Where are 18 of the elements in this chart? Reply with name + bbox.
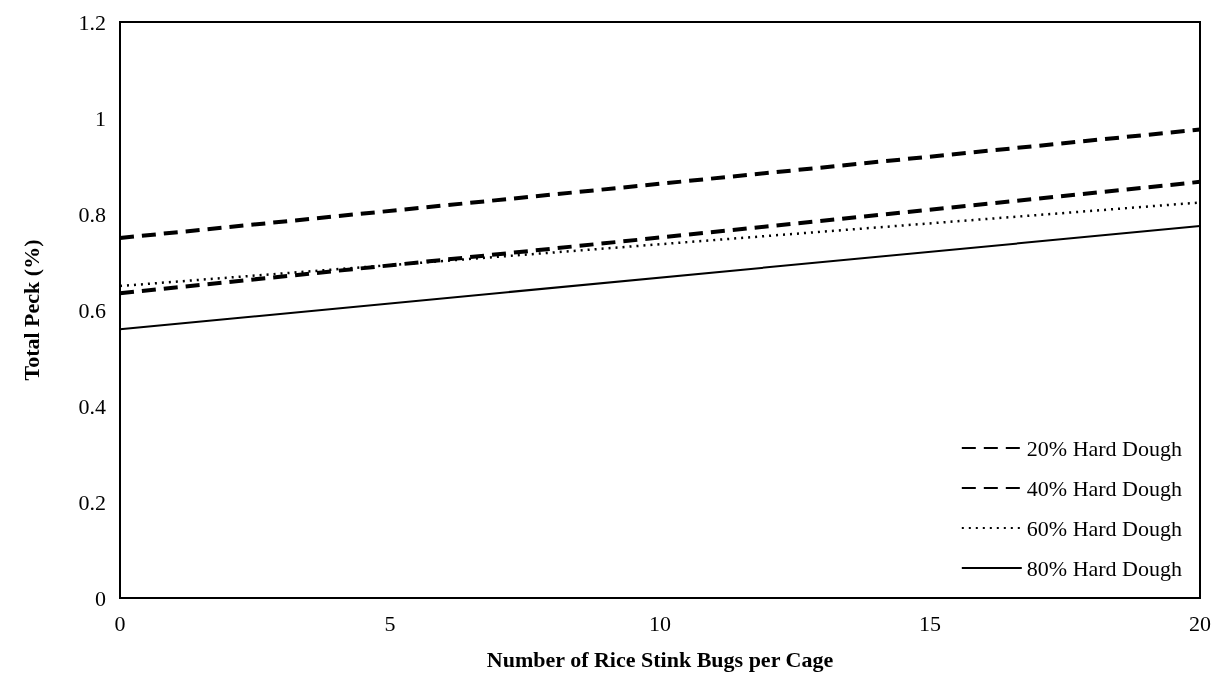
y-tick-label: 0.6 <box>78 297 106 323</box>
x-tick-label: 20 <box>1189 610 1211 636</box>
x-tick-label: 5 <box>384 610 396 636</box>
y-axis-title: Total Peck (%) <box>18 239 44 381</box>
x-axis-title: Number of Rice Stink Bugs per Cage <box>486 646 834 672</box>
legend-label: 60% Hard Dough <box>1026 515 1183 541</box>
x-tick-label: 0 <box>114 610 126 636</box>
y-tick-label: 0.4 <box>78 393 106 419</box>
y-tick-label: 0.8 <box>78 201 106 227</box>
legend-label: 20% Hard Dough <box>1026 435 1183 461</box>
y-tick-label: 1 <box>95 105 106 131</box>
legend-label: 80% Hard Dough <box>1026 555 1183 581</box>
y-tick-label: 1.2 <box>78 9 106 35</box>
y-tick-label: 0 <box>95 585 106 611</box>
legend-label: 40% Hard Dough <box>1026 475 1183 501</box>
y-tick-label: 0.2 <box>78 489 106 515</box>
x-tick-label: 15 <box>919 610 941 636</box>
x-tick-label: 10 <box>649 610 671 636</box>
